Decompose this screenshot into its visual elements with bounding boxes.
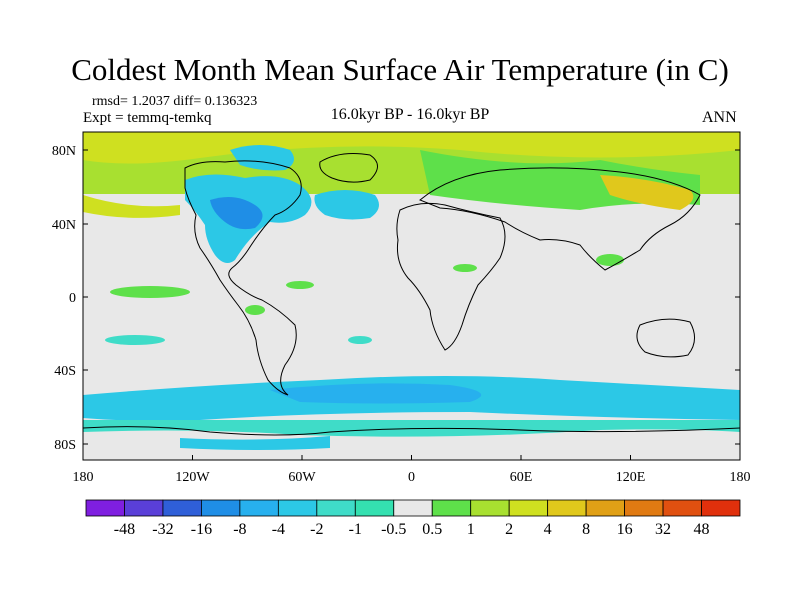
colorbar-swatch bbox=[354, 499, 395, 517]
map-title: Coldest Month Mean Surface Air Temperatu… bbox=[71, 52, 729, 87]
colorbar-swatch bbox=[277, 499, 318, 517]
lon-tick-label: 180 bbox=[73, 470, 94, 485]
arctic-yellow-band bbox=[83, 132, 740, 164]
colorbar-label: 8 bbox=[582, 521, 590, 538]
colorbar-label: -2 bbox=[310, 521, 323, 538]
siberia-warm-spot bbox=[600, 175, 694, 210]
lon-tick-label: 120W bbox=[175, 470, 210, 485]
lat-tick-label: 40S bbox=[54, 364, 76, 379]
colorbar-swatch bbox=[85, 499, 125, 517]
lat-tick-label: 40N bbox=[52, 218, 76, 233]
colorbar-swatch bbox=[470, 499, 510, 517]
north-atlantic-cold-zone bbox=[314, 190, 379, 220]
colorbar-label: 1 bbox=[467, 521, 475, 538]
south-pacific-patch bbox=[105, 335, 165, 345]
colorbar-swatch bbox=[239, 499, 279, 517]
period-text: 16.0kyr BP - 16.0kyr BP bbox=[330, 106, 490, 123]
lat-tick-label: 80S bbox=[54, 438, 76, 453]
asia-patch bbox=[596, 254, 624, 266]
antarctica-coastline bbox=[83, 426, 740, 436]
colorbar-label: 32 bbox=[655, 521, 671, 538]
north-america-colder-zone bbox=[210, 196, 263, 230]
antarctica-cold-patch bbox=[180, 436, 330, 450]
lon-tick-label: 120E bbox=[616, 470, 646, 485]
south-atlantic-patch bbox=[348, 336, 372, 344]
colorbar: -48 -32 -16 -8 -4 -2 -1 -0.5 0.5 1 2 4 8 16 32 48 bbox=[85, 499, 741, 538]
colorbar-label: -16 bbox=[191, 521, 212, 538]
colorbar-label: 48 bbox=[694, 521, 710, 538]
arctic-canada-cold-zone bbox=[230, 145, 294, 171]
tropical-atlantic-patch bbox=[286, 281, 314, 289]
colorbar-swatch bbox=[701, 499, 741, 517]
colorbar-swatch bbox=[431, 499, 472, 517]
southern-ocean-colder-zone bbox=[270, 383, 482, 404]
colorbar-swatch bbox=[124, 499, 164, 517]
australia-coastline bbox=[636, 318, 695, 358]
stats-text: rmsd= 1.2037 diff= 0.136323 bbox=[92, 94, 258, 109]
season-text: ANN bbox=[702, 109, 737, 126]
colorbar-swatch bbox=[316, 499, 356, 517]
colorbar-label: -1 bbox=[349, 521, 362, 538]
eurasia-coastline bbox=[419, 167, 701, 271]
colorbar-label: 4 bbox=[544, 521, 552, 538]
colorbar-swatch bbox=[585, 499, 625, 517]
lon-tick-label: 180 bbox=[730, 470, 751, 485]
lat-tick-label: 80N bbox=[52, 144, 76, 159]
coastlines bbox=[83, 153, 740, 436]
antarctica-interior bbox=[83, 429, 740, 460]
colorbar-swatch bbox=[162, 499, 202, 517]
colorbar-swatch bbox=[547, 499, 587, 517]
colorbar-label: -0.5 bbox=[381, 521, 406, 538]
colorbar-label: -48 bbox=[114, 521, 135, 538]
colorbar-swatch bbox=[393, 499, 433, 517]
colorbar-swatch bbox=[624, 499, 664, 517]
south-america-patch bbox=[245, 305, 265, 315]
colorbar-swatch bbox=[508, 499, 549, 517]
lon-axis: 180 120W 60W 0 60E 120E 180 bbox=[73, 455, 751, 485]
colorbar-label: 2 bbox=[505, 521, 513, 538]
tropical-pacific-patch bbox=[110, 286, 190, 298]
greenland-coastline bbox=[319, 153, 378, 183]
colorbar-label: 0.5 bbox=[422, 521, 442, 538]
lon-tick-label: 60E bbox=[510, 470, 533, 485]
lat-tick-label: 0 bbox=[69, 291, 76, 306]
colorbar-label: -32 bbox=[152, 521, 173, 538]
colorbar-label: -4 bbox=[272, 521, 285, 538]
experiment-text: Expt = temmq-temkq bbox=[83, 110, 212, 126]
americas-coastline bbox=[184, 160, 302, 396]
colorbar-swatch bbox=[201, 499, 241, 517]
africa-patch bbox=[453, 264, 477, 272]
colorbar-label: 16 bbox=[617, 521, 633, 538]
pacific-north-band bbox=[83, 195, 180, 218]
lon-tick-label: 0 bbox=[408, 470, 415, 485]
lon-tick-label: 60W bbox=[288, 470, 316, 485]
colorbar-label: -8 bbox=[233, 521, 246, 538]
colorbar-swatch bbox=[662, 499, 702, 517]
africa-coastline bbox=[396, 202, 506, 351]
map-area bbox=[83, 132, 740, 460]
lat-axis: 80N 40N 0 40S 80S bbox=[52, 144, 740, 453]
